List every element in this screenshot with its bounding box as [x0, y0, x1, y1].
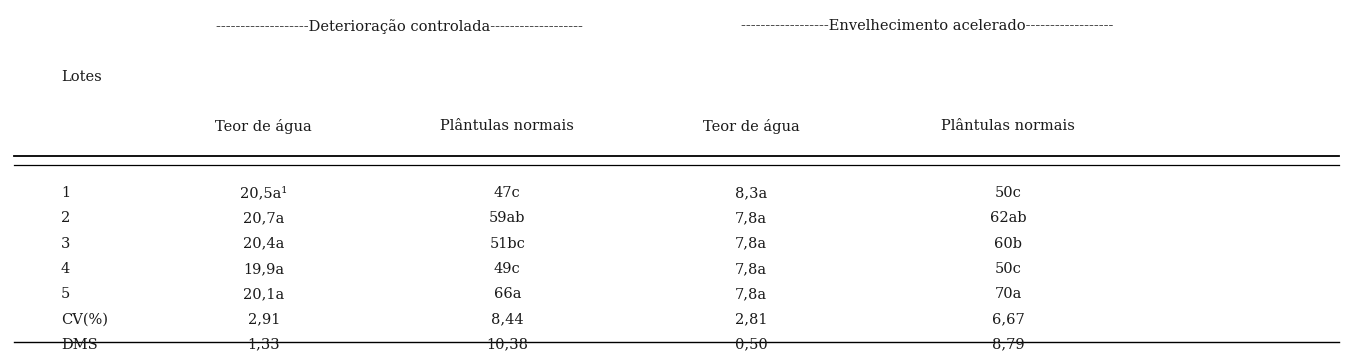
- Text: Lotes: Lotes: [61, 70, 101, 84]
- Text: 0,50: 0,50: [735, 338, 767, 351]
- Text: 8,79: 8,79: [992, 338, 1024, 351]
- Text: DMS: DMS: [61, 338, 97, 351]
- Text: 62ab: 62ab: [989, 211, 1027, 225]
- Text: 20,5a¹: 20,5a¹: [241, 186, 287, 200]
- Text: 51bc: 51bc: [490, 237, 525, 251]
- Text: 20,1a: 20,1a: [244, 287, 284, 301]
- Text: 60b: 60b: [994, 237, 1022, 251]
- Text: 20,4a: 20,4a: [244, 237, 284, 251]
- Text: -------------------Deterioração controlada-------------------: -------------------Deterioração controla…: [215, 19, 583, 34]
- Text: 20,7a: 20,7a: [244, 211, 284, 225]
- Text: Plântulas normais: Plântulas normais: [942, 119, 1074, 133]
- Text: 49c: 49c: [494, 262, 521, 276]
- Text: 2,91: 2,91: [248, 312, 280, 326]
- Text: 2,81: 2,81: [735, 312, 767, 326]
- Text: 10,38: 10,38: [486, 338, 529, 351]
- Text: 70a: 70a: [994, 287, 1022, 301]
- Text: 5: 5: [61, 287, 70, 301]
- Text: Teor de água: Teor de água: [702, 119, 800, 134]
- Text: 59ab: 59ab: [490, 211, 525, 225]
- Text: 47c: 47c: [494, 186, 521, 200]
- Text: 50c: 50c: [994, 186, 1022, 200]
- Text: 6,67: 6,67: [992, 312, 1024, 326]
- Text: 66a: 66a: [494, 287, 521, 301]
- Text: 19,9a: 19,9a: [244, 262, 284, 276]
- Text: 8,44: 8,44: [491, 312, 524, 326]
- Text: ------------------Envelhecimento acelerado------------------: ------------------Envelhecimento acelera…: [740, 19, 1114, 33]
- Text: Plântulas normais: Plântulas normais: [441, 119, 574, 133]
- Text: CV(%): CV(%): [61, 312, 108, 326]
- Text: 1: 1: [61, 186, 70, 200]
- Text: 50c: 50c: [994, 262, 1022, 276]
- Text: 7,8a: 7,8a: [735, 237, 767, 251]
- Text: 7,8a: 7,8a: [735, 287, 767, 301]
- Text: 1,33: 1,33: [248, 338, 280, 351]
- Text: 7,8a: 7,8a: [735, 211, 767, 225]
- Text: 2: 2: [61, 211, 70, 225]
- Text: 4: 4: [61, 262, 70, 276]
- Text: 8,3a: 8,3a: [735, 186, 767, 200]
- Text: 7,8a: 7,8a: [735, 262, 767, 276]
- Text: 3: 3: [61, 237, 70, 251]
- Text: Teor de água: Teor de água: [215, 119, 313, 134]
